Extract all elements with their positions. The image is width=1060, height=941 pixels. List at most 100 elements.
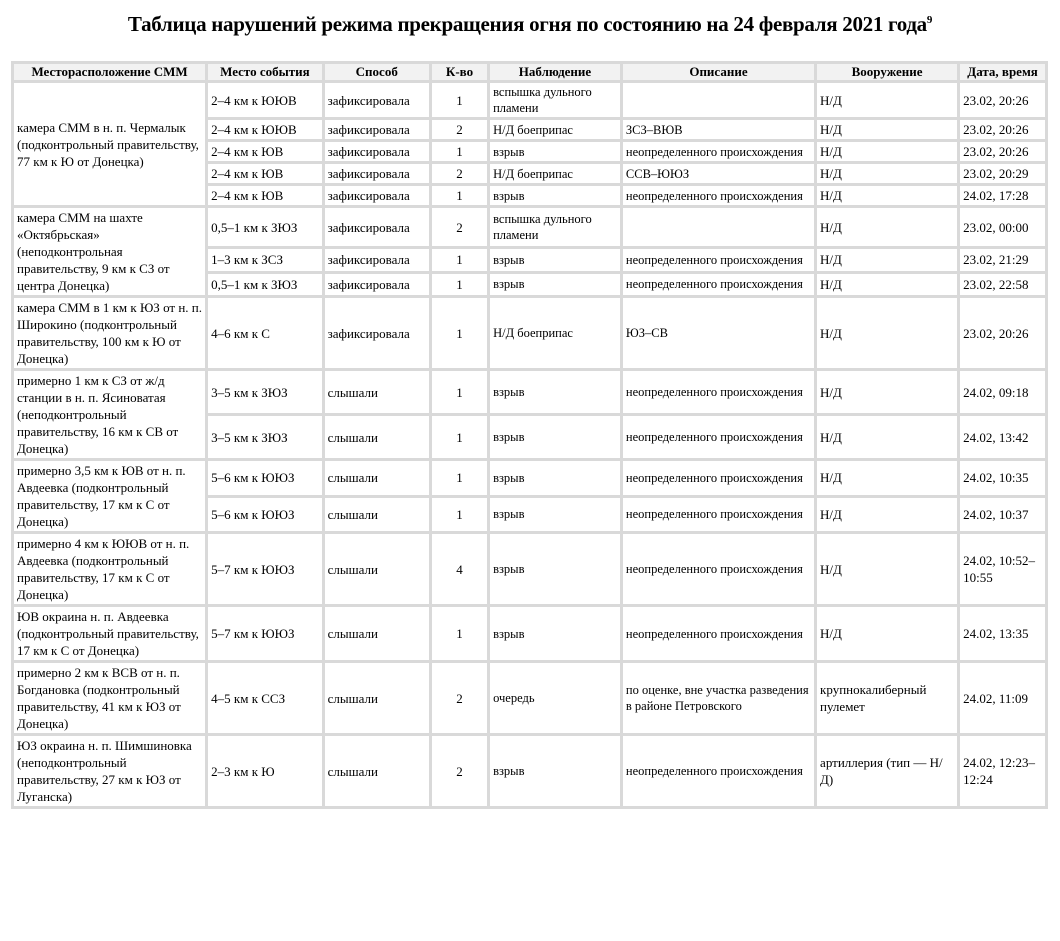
- qty-cell: 1: [431, 142, 488, 161]
- observation-cell: Н/Д боеприпас: [490, 120, 620, 139]
- qty-cell: 1: [431, 607, 488, 660]
- datetime-cell: 23.02, 00:00: [960, 208, 1045, 247]
- method-cell: слышали: [324, 607, 429, 660]
- description-cell: неопределенного происхождения: [622, 416, 815, 458]
- method-cell: зафиксировала: [324, 186, 429, 205]
- place-cell: 0,5–1 км к ЗЮЗ: [208, 273, 322, 295]
- weapon-cell: Н/Д: [817, 186, 958, 205]
- header-qty: К-во: [431, 64, 488, 80]
- datetime-cell: 23.02, 20:26: [960, 83, 1045, 117]
- table-row: 2–4 км к ЮЮВ зафиксировала 2 Н/Д боеприпас З…: [14, 120, 1045, 139]
- header-datetime: Дата, время: [960, 64, 1045, 80]
- place-cell: 2–4 км к ЮВ: [208, 164, 322, 183]
- table-row: 2–4 км к ЮВ зафиксировала 1 взрыв неопределе…: [14, 186, 1045, 205]
- weapon-cell: Н/Д: [817, 120, 958, 139]
- method-cell: слышали: [324, 663, 429, 733]
- footnote-marker[interactable]: 9: [926, 14, 933, 26]
- place-cell: 5–7 км к ЮЮЗ: [208, 534, 322, 604]
- description-cell: неопределенного происхождения: [622, 249, 815, 271]
- method-cell: зафиксировала: [324, 298, 429, 368]
- place-cell: 4–5 км к ССЗ: [208, 663, 322, 733]
- place-cell: 2–4 км к ЮЮВ: [208, 83, 322, 117]
- location-cell: примерно 1 км к СЗ от ж/д станции в н. п…: [14, 371, 206, 458]
- description-cell: неопределенного происхождения: [622, 142, 815, 161]
- datetime-cell: 24.02, 11:09: [960, 663, 1045, 733]
- qty-cell: 1: [431, 249, 488, 271]
- description-cell: неопределенного происхождения: [622, 461, 815, 495]
- table-row: 2–4 км к ЮВ зафиксировала 2 Н/Д боеприпас СС…: [14, 164, 1045, 183]
- place-cell: 5–7 км к ЮЮЗ: [208, 607, 322, 660]
- datetime-cell: 24.02, 09:18: [960, 371, 1045, 413]
- qty-cell: 2: [431, 208, 488, 247]
- title-text: Таблица нарушений режима прекращения огн…: [127, 12, 927, 36]
- datetime-cell: 23.02, 21:29: [960, 249, 1045, 271]
- qty-cell: 1: [431, 416, 488, 458]
- page-title: Таблица нарушений режима прекращения огн…: [0, 0, 1060, 60]
- observation-cell: взрыв: [490, 249, 620, 271]
- observation-cell: взрыв: [490, 371, 620, 413]
- location-cell: примерно 3,5 км к ЮВ от н. п. Авдеевка (…: [14, 461, 206, 531]
- table-body: камера СММ в н. п. Чермалык (подконтроль…: [14, 83, 1045, 806]
- location-cell: примерно 2 км к ВСВ от н. п. Богдановка …: [14, 663, 206, 733]
- place-cell: 2–4 км к ЮВ: [208, 142, 322, 161]
- observation-cell: очередь: [490, 663, 620, 733]
- datetime-cell: 24.02, 10:52–10:55: [960, 534, 1045, 604]
- datetime-cell: 23.02, 22:58: [960, 273, 1045, 295]
- weapon-cell: Н/Д: [817, 371, 958, 413]
- qty-cell: 1: [431, 461, 488, 495]
- description-cell: по оценке, вне участка разведения в райо…: [622, 663, 815, 733]
- weapon-cell: Н/Д: [817, 164, 958, 183]
- location-cell: камера СММ на шахте «Октябрьская» (непод…: [14, 208, 206, 295]
- qty-cell: 2: [431, 663, 488, 733]
- header-place: Место события: [208, 64, 322, 80]
- weapon-cell: крупнокалиберный пулемет: [817, 663, 958, 733]
- header-weapon: Вооружение: [817, 64, 958, 80]
- place-cell: 5–6 км к ЮЮЗ: [208, 497, 322, 531]
- header-method: Способ: [324, 64, 429, 80]
- place-cell: 0,5–1 км к ЗЮЗ: [208, 208, 322, 247]
- table-row: ЮЗ окраина н. п. Шимшиновка (неподконтро…: [14, 736, 1045, 806]
- observation-cell: вспышка дульного пламени: [490, 83, 620, 117]
- description-cell: неопределенного происхождения: [622, 371, 815, 413]
- table-row: 5–6 км к ЮЮЗ слышали 1 взрыв неопределенного…: [14, 497, 1045, 531]
- observation-cell: взрыв: [490, 534, 620, 604]
- location-cell: примерно 4 км к ЮЮВ от н. п. Авдеевка (п…: [14, 534, 206, 604]
- observation-cell: взрыв: [490, 736, 620, 806]
- method-cell: слышали: [324, 534, 429, 604]
- place-cell: 2–4 км к ЮВ: [208, 186, 322, 205]
- table-row: 1–3 км к ЗСЗ зафиксировала 1 взрыв неопредел…: [14, 249, 1045, 271]
- qty-cell: 1: [431, 298, 488, 368]
- ceasefire-violations-table: Месторасположение СММ Место события Способ…: [11, 61, 1048, 809]
- description-cell: неопределенного происхождения: [622, 186, 815, 205]
- datetime-cell: 24.02, 13:42: [960, 416, 1045, 458]
- method-cell: зафиксировала: [324, 164, 429, 183]
- method-cell: зафиксировала: [324, 249, 429, 271]
- place-cell: 2–3 км к Ю: [208, 736, 322, 806]
- weapon-cell: Н/Д: [817, 461, 958, 495]
- observation-cell: Н/Д боеприпас: [490, 164, 620, 183]
- datetime-cell: 24.02, 12:23–12:24: [960, 736, 1045, 806]
- location-cell: ЮВ окраина н. п. Авдеевка (подконтрольны…: [14, 607, 206, 660]
- description-cell: [622, 83, 815, 117]
- table-row: примерно 2 км к ВСВ от н. п. Богдановка …: [14, 663, 1045, 733]
- description-cell: неопределенного происхождения: [622, 534, 815, 604]
- header-observation: Наблюдение: [490, 64, 620, 80]
- description-cell: ССВ–ЮЮЗ: [622, 164, 815, 183]
- header-description: Описание: [622, 64, 815, 80]
- qty-cell: 1: [431, 371, 488, 413]
- method-cell: зафиксировала: [324, 273, 429, 295]
- qty-cell: 2: [431, 736, 488, 806]
- weapon-cell: Н/Д: [817, 142, 958, 161]
- table-row: примерно 1 км к СЗ от ж/д станции в н. п…: [14, 371, 1045, 458]
- observation-cell: взрыв: [490, 142, 620, 161]
- weapon-cell: Н/Д: [817, 208, 958, 247]
- weapon-cell: Н/Д: [817, 249, 958, 271]
- weapon-cell: Н/Д: [817, 298, 958, 368]
- place-cell: 4–6 км к С: [208, 298, 322, 368]
- datetime-cell: 24.02, 13:35: [960, 607, 1045, 660]
- qty-cell: 1: [431, 273, 488, 295]
- place-cell: 3–5 км к ЗЮЗ: [208, 371, 322, 413]
- method-cell: зафиксировала: [324, 120, 429, 139]
- weapon-cell: Н/Д: [817, 83, 958, 117]
- datetime-cell: 23.02, 20:29: [960, 164, 1045, 183]
